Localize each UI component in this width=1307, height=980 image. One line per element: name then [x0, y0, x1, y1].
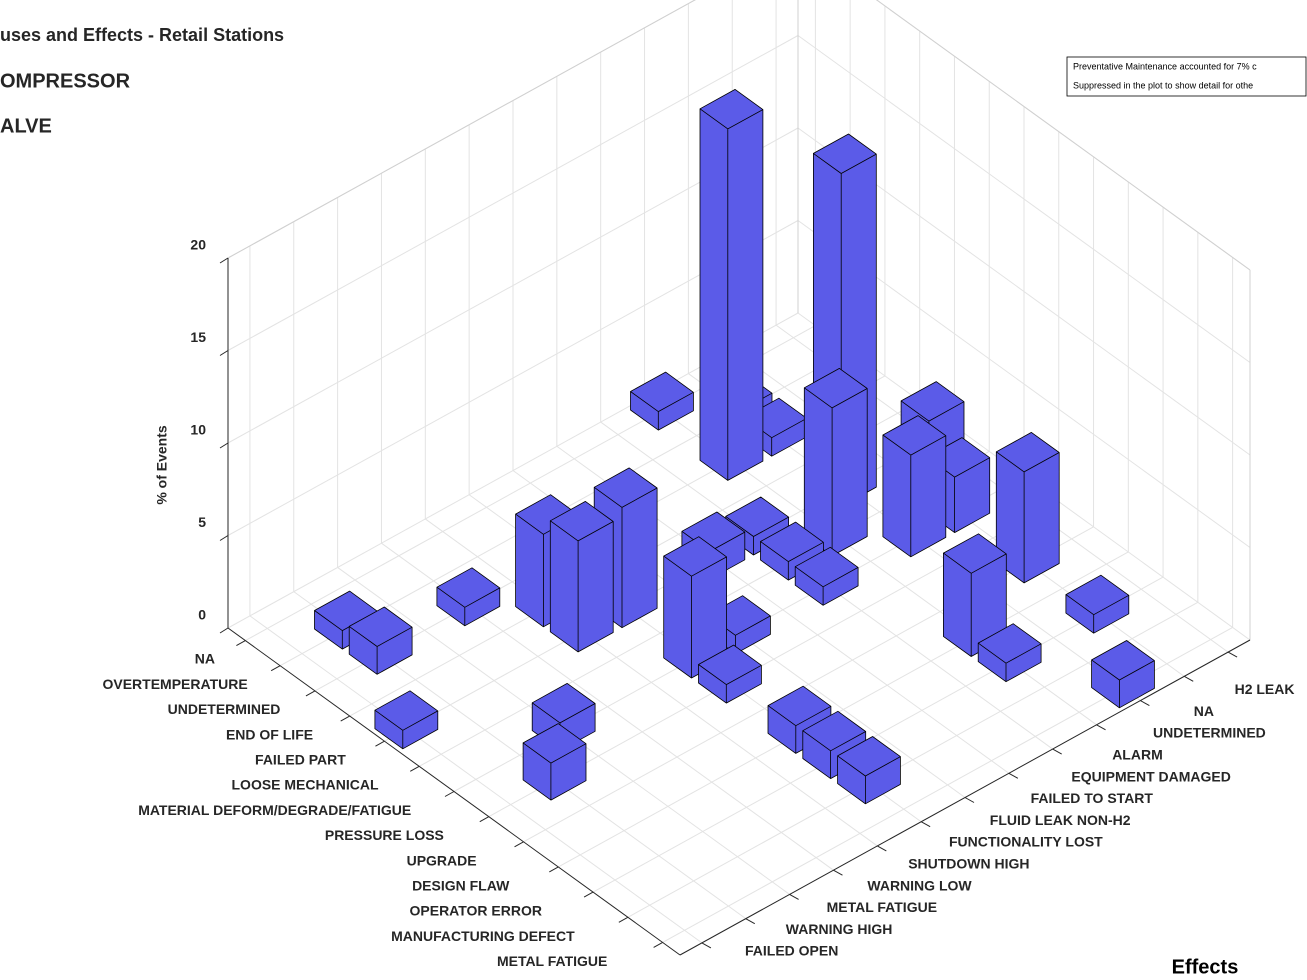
- cause-tick: [444, 791, 455, 797]
- effect-tick-label: WARNING LOW: [867, 877, 972, 893]
- effects-axis-label: Effects: [1172, 956, 1239, 978]
- y-tick-label: 15: [190, 329, 206, 345]
- labels: 0 5 10 15 20 NA OVERTEMPERATURE UNDETERMINED END…: [102, 237, 1294, 969]
- bar: [977, 623, 1042, 683]
- effect-tick: [964, 797, 975, 803]
- effect-tick: [1008, 772, 1019, 779]
- cause-tick: [375, 740, 385, 747]
- cause-tick-label: MANUFACTURING DEFECT: [391, 928, 575, 944]
- floor-grid-line: [425, 518, 878, 847]
- y-tick-label: 20: [190, 237, 206, 253]
- cause-tick-label: LOOSE MECHANICAL: [232, 777, 379, 793]
- effect-tick-label: H2 LEAK: [1235, 681, 1295, 697]
- bar: [794, 546, 859, 606]
- effect-tick-label: ALARM: [1112, 747, 1163, 763]
- effect-tick: [920, 821, 931, 828]
- floor-grid-line: [249, 615, 703, 944]
- cause-tick-label: PRESSURE LOSS: [325, 827, 444, 843]
- cause-tick: [583, 891, 594, 898]
- cause-tick: [514, 841, 524, 848]
- effect-tick-label: METAL FATIGUE: [827, 899, 937, 915]
- bar: [803, 368, 868, 557]
- cause-tick: [653, 941, 663, 948]
- annotation-box: [1066, 56, 1307, 97]
- effect-tick-label: SHUTDOWN HIGH: [908, 856, 1029, 872]
- bar: [837, 736, 901, 805]
- bar: [436, 567, 501, 627]
- y-tick: [219, 535, 229, 541]
- chart-title: uses and Effects - Retail Stations: [0, 25, 284, 45]
- effect-tick-label: EQUIPMENT DAMAGED: [1071, 768, 1230, 784]
- effect-tick: [745, 918, 756, 925]
- y-tick: [219, 627, 229, 634]
- effect-tick-label: UNDETERMINED: [1153, 725, 1266, 741]
- cause-tick-label: END OF LIFE: [226, 726, 313, 742]
- cause-tick-label: METAL FATIGUE: [497, 953, 607, 969]
- bar: [699, 89, 764, 481]
- bar: [549, 501, 614, 653]
- bar: [882, 415, 947, 558]
- y-tick-label: 5: [198, 514, 206, 530]
- cause-tick: [479, 816, 490, 823]
- effect-tick-label: WARNING HIGH: [786, 921, 893, 937]
- bar: [1091, 640, 1155, 709]
- effect-tick-label: NA: [1194, 703, 1214, 719]
- cause-tick-label: OPERATOR ERROR: [410, 903, 543, 919]
- y-tick-label: 0: [198, 607, 206, 623]
- cause-tick-label: DESIGN FLAW: [412, 878, 510, 894]
- bars: [314, 89, 1155, 805]
- cause-tick: [340, 715, 350, 722]
- y-tick: [219, 442, 229, 449]
- effect-tick: [1183, 675, 1194, 682]
- effect-tick: [1140, 700, 1150, 707]
- cause-tick-label: FAILED PART: [255, 752, 346, 768]
- cause-tick-label: UPGRADE: [407, 852, 477, 868]
- box-edge: [227, 0, 696, 259]
- y-tick-label: 10: [190, 422, 206, 438]
- bar: [522, 723, 587, 801]
- effect-tick: [1227, 651, 1238, 658]
- annotation: Preventative Maintenance accounted for 7…: [1073, 61, 1257, 71]
- effect-tick: [701, 942, 712, 949]
- effect-tick-label: FAILED TO START: [1031, 790, 1154, 806]
- chart-subtitle: ALVE: [0, 115, 52, 137]
- bar: [374, 690, 439, 750]
- bar: [630, 371, 694, 431]
- cause-tick: [618, 916, 629, 923]
- effect-tick: [1052, 748, 1062, 755]
- box-edge: [875, 0, 1251, 271]
- cause-tick-label: MATERIAL DEFORM/DEGRADE/FATIGUE: [138, 802, 411, 818]
- cause-tick-label: NA: [195, 651, 215, 667]
- bar: [348, 606, 413, 675]
- cause-tick: [549, 866, 559, 873]
- effect-tick-label: FLUID LEAK NON-H2: [990, 812, 1131, 828]
- chart-subtitle: OMPRESSOR: [0, 70, 131, 92]
- y-axis-label: % of Events: [154, 425, 170, 505]
- cause-tick: [305, 690, 316, 697]
- y-tick: [219, 257, 229, 264]
- bar: [995, 432, 1060, 584]
- cause-tick: [236, 640, 246, 647]
- grid-line: [227, 35, 799, 351]
- cause-tick: [409, 765, 420, 772]
- cause-tick: [270, 665, 281, 672]
- bar: [698, 644, 762, 704]
- effect-tick: [877, 845, 887, 852]
- grid-line: [797, 35, 1251, 363]
- y-tick: [219, 350, 229, 356]
- effect-tick-label: FUNCTIONALITY LOST: [949, 834, 1103, 850]
- bar: [1065, 574, 1130, 634]
- effect-tick-label: FAILED OPEN: [745, 943, 838, 959]
- effect-tick: [833, 869, 843, 876]
- annotation: Suppressed in the plot to show detail fo…: [1073, 80, 1253, 90]
- cause-tick-label: OVERTEMPERATURE: [102, 676, 247, 692]
- effect-tick: [789, 893, 799, 900]
- effect-tick: [1096, 724, 1106, 731]
- cause-tick-label: UNDETERMINED: [168, 701, 281, 717]
- bar: [663, 536, 727, 679]
